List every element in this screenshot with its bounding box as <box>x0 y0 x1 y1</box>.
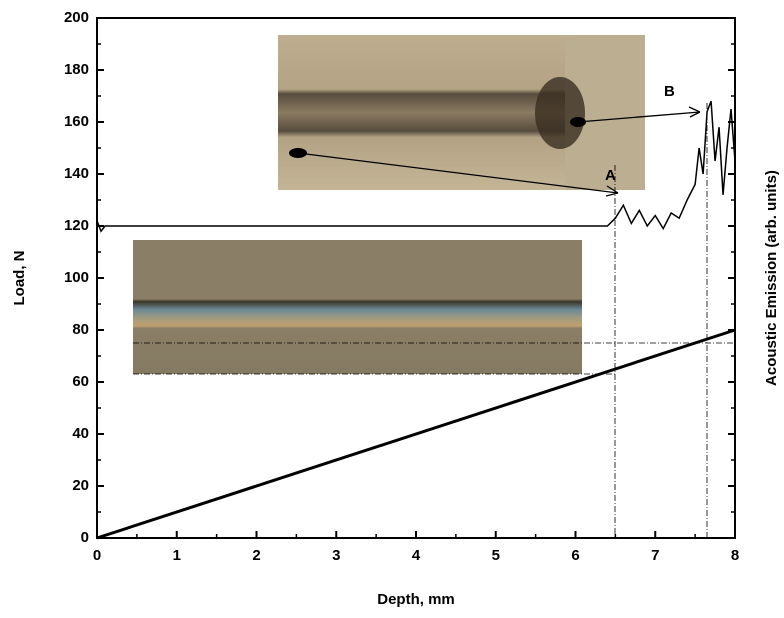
x-tick-label: 8 <box>731 547 739 564</box>
x-tick-label: 7 <box>651 547 659 564</box>
annotation: A <box>605 167 616 184</box>
x-tick-label: 1 <box>173 547 181 564</box>
y-tick-label: 200 <box>64 9 89 26</box>
arrows <box>289 106 701 197</box>
x-tick-label: 5 <box>492 547 500 564</box>
y-tick-label: 60 <box>72 373 89 390</box>
y-tick-label: 100 <box>64 269 89 286</box>
x-tick-label: 3 <box>332 547 340 564</box>
y-tick-label: 40 <box>72 425 89 442</box>
y-tick-label: 20 <box>72 477 89 494</box>
x-tick-label: 0 <box>93 547 101 564</box>
photo-tip <box>535 77 585 149</box>
arrow-head <box>605 185 619 197</box>
x-tick-label: 2 <box>252 547 260 564</box>
x-axis-label: Depth, mm <box>377 591 455 608</box>
y-tick-label: 140 <box>64 165 89 182</box>
annotation: B <box>664 83 675 100</box>
y-tick-label: 0 <box>81 529 89 546</box>
photo-track <box>133 240 582 374</box>
series-line <box>96 100 736 233</box>
arrow-a <box>297 152 619 194</box>
y-tick-label: 80 <box>72 321 89 338</box>
inset-photos <box>133 35 645 374</box>
y-tick-label: 120 <box>64 217 89 234</box>
x-tick-label: 6 <box>571 547 579 564</box>
y-tick-label: 180 <box>64 61 89 78</box>
y-axis-label: Load, N <box>11 251 28 306</box>
guides <box>133 103 735 538</box>
y-tick-label: 160 <box>64 113 89 130</box>
arrow-head <box>688 106 701 118</box>
arrow-b <box>577 111 701 123</box>
x-tick-label: 4 <box>412 547 421 564</box>
series-line <box>96 328 736 540</box>
y2-axis-label: Acoustic Emission (arb. units) <box>763 170 780 386</box>
